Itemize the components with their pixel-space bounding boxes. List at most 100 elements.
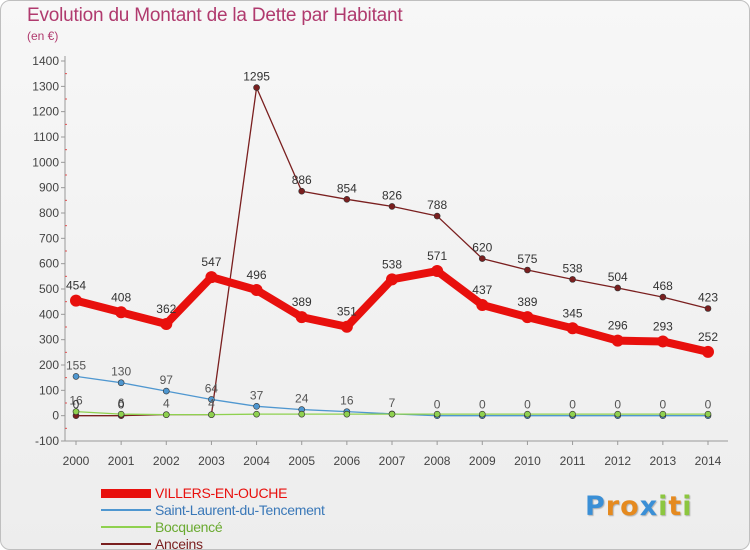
series-line xyxy=(75,86,709,417)
logo-letter: x xyxy=(639,491,659,522)
data-point xyxy=(205,271,218,284)
data-label: 362 xyxy=(156,302,176,316)
x-tick-label: 2011 xyxy=(560,454,586,468)
y-tick-label: 400 xyxy=(39,307,59,321)
y-tick-label: 0 xyxy=(52,409,59,423)
data-point xyxy=(72,408,80,415)
data-point xyxy=(524,410,531,418)
data-label: 37 xyxy=(250,388,264,402)
data-label: 437 xyxy=(472,283,492,297)
y-tick-label: 1200 xyxy=(32,105,59,119)
data-label: 0 xyxy=(614,398,621,412)
data-label: 538 xyxy=(382,257,402,271)
legend-label: Anceins xyxy=(155,536,203,550)
data-point xyxy=(253,410,260,418)
x-tick-label: 2012 xyxy=(604,454,631,468)
data-label: 0 xyxy=(73,398,80,412)
x-tick-label: 2002 xyxy=(153,454,180,468)
data-label: 620 xyxy=(472,241,492,255)
x-tick-label: 2004 xyxy=(243,454,270,468)
data-label: 4 xyxy=(208,397,215,411)
x-tick-label: 2008 xyxy=(424,454,451,468)
data-point xyxy=(569,410,576,418)
data-label: 97 xyxy=(160,373,174,387)
data-point xyxy=(478,255,486,262)
data-label: 0 xyxy=(479,398,486,412)
data-point xyxy=(208,411,215,418)
y-tick-label: -100 xyxy=(35,434,59,448)
data-label: 571 xyxy=(427,249,447,263)
x-tick-label: 2013 xyxy=(650,454,677,468)
data-label: 423 xyxy=(698,291,718,305)
data-label: 252 xyxy=(698,330,718,344)
data-point xyxy=(160,317,173,330)
data-point xyxy=(117,379,125,387)
data-point xyxy=(115,306,128,319)
logo-letter: i xyxy=(658,491,669,522)
data-point xyxy=(298,187,306,195)
data-point xyxy=(117,410,125,418)
data-label: 351 xyxy=(337,305,357,319)
y-tick-label: 300 xyxy=(39,333,59,347)
data-label: 155 xyxy=(66,358,86,372)
data-label: 454 xyxy=(66,279,86,293)
data-point xyxy=(659,410,667,418)
data-point xyxy=(343,410,351,418)
data-point xyxy=(702,345,714,358)
data-label: 547 xyxy=(201,255,221,269)
data-point xyxy=(162,387,170,395)
data-label: 345 xyxy=(563,306,583,320)
data-label: 4 xyxy=(163,397,170,411)
x-tick-label: 2009 xyxy=(469,454,496,468)
y-tick-label: 1400 xyxy=(32,54,59,68)
data-point xyxy=(656,335,669,348)
data-point xyxy=(704,410,712,418)
data-label: 6 xyxy=(118,396,125,410)
data-label: 296 xyxy=(608,319,628,333)
legend-label: Saint-Laurent-du-Tencement xyxy=(155,502,325,518)
data-label: 64 xyxy=(205,381,219,395)
data-point xyxy=(569,276,576,283)
data-label: 538 xyxy=(563,261,583,275)
x-tick-label: 2014 xyxy=(695,454,722,468)
data-label: 1295 xyxy=(243,70,270,84)
data-point xyxy=(340,320,353,333)
y-tick-label: 800 xyxy=(39,206,59,220)
legend-label: VILLERS-EN-OUCHE xyxy=(155,485,288,501)
data-point xyxy=(614,410,622,418)
data-point xyxy=(431,265,444,278)
data-label: 16 xyxy=(69,394,83,408)
data-point xyxy=(208,396,215,403)
data-label: 408 xyxy=(111,290,131,304)
data-label: 7 xyxy=(389,396,396,410)
data-label: 0 xyxy=(569,398,576,412)
data-point xyxy=(659,293,667,301)
legend-swatch xyxy=(101,543,151,545)
data-point xyxy=(433,212,441,220)
data-point xyxy=(476,298,489,311)
data-point xyxy=(253,84,260,91)
x-tick-label: 2007 xyxy=(379,454,406,468)
data-label: 854 xyxy=(337,181,357,195)
x-tick-label: 2003 xyxy=(198,454,225,468)
data-point xyxy=(295,311,308,324)
data-label: 496 xyxy=(247,268,267,282)
legend-swatch xyxy=(101,526,151,528)
data-point xyxy=(388,410,396,418)
data-point xyxy=(704,305,712,312)
data-label: 293 xyxy=(653,319,673,333)
y-tick-label: 200 xyxy=(39,358,59,372)
y-tick-label: 600 xyxy=(39,257,59,271)
legend-label: Bocquencé xyxy=(155,519,223,535)
data-label: 389 xyxy=(517,295,537,309)
data-label: 826 xyxy=(382,188,402,202)
logo-letter: t xyxy=(668,491,683,522)
data-point xyxy=(343,196,351,203)
logo-letter: o xyxy=(620,491,640,522)
data-point xyxy=(72,373,80,380)
data-label: 788 xyxy=(427,198,447,212)
data-label: 0 xyxy=(660,398,667,412)
chart-subtitle: (en €) xyxy=(27,29,59,43)
